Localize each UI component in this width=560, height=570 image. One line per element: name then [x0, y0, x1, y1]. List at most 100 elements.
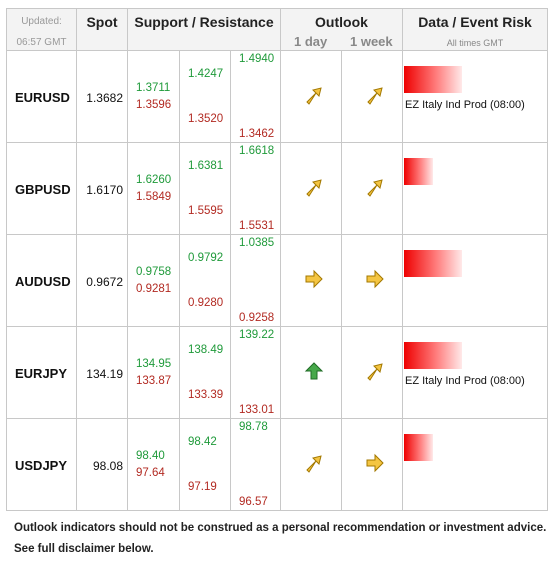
resistance-1: 134.95 — [136, 358, 172, 370]
spot-value: 1.6170 — [86, 183, 123, 197]
pair-cell: AUDUSD — [6, 234, 77, 327]
sr1-cell: 98.40 97.64 — [127, 418, 180, 511]
resistance-3: 139.22 — [239, 329, 275, 341]
outlook-day-cell — [280, 50, 342, 143]
support-3: 1.3462 — [239, 128, 275, 140]
support-2: 0.9280 — [188, 297, 224, 309]
pair-cell: GBPUSD — [6, 142, 77, 235]
resistance-2: 138.49 — [188, 344, 224, 356]
sr3-cell: 1.6618 1.5531 — [230, 142, 281, 235]
sr2-cell: 0.9792 0.9280 — [179, 234, 231, 327]
table-row: EURJPY 134.19 134.95 133.87 138.49 133.39 139.… — [6, 326, 548, 419]
outlook-week-cell — [341, 418, 403, 511]
arrow-up-right-icon — [303, 176, 325, 198]
spot-cell: 0.9672 — [76, 234, 128, 327]
arrow-up-right-icon — [364, 360, 386, 382]
resistance-2: 1.4247 — [188, 68, 224, 80]
outlook-day-cell — [280, 142, 342, 235]
arrow-up-right-icon — [364, 176, 386, 198]
support-2: 97.19 — [188, 481, 217, 493]
arrow-up-right-icon — [364, 84, 386, 106]
updated-time: 06:57 GMT — [16, 37, 67, 48]
pair-cell: USDJPY — [6, 418, 77, 511]
spot-cell: 134.19 — [76, 326, 128, 419]
sr1-cell: 134.95 133.87 — [127, 326, 180, 419]
spot-value: 0.9672 — [86, 275, 123, 289]
resistance-3: 1.0385 — [239, 237, 275, 249]
outlook-week-cell — [341, 326, 403, 419]
support-3: 1.5531 — [239, 220, 275, 232]
spot-header: Spot — [76, 8, 128, 51]
risk-cell — [402, 234, 548, 327]
outlook-header: Outlook 1 day 1 week — [280, 8, 403, 51]
spot-cell: 1.6170 — [76, 142, 128, 235]
sr2-cell: 1.4247 1.3520 — [179, 50, 231, 143]
resistance-3: 98.78 — [239, 421, 268, 433]
support-2: 133.39 — [188, 389, 224, 401]
table-row: GBPUSD 1.6170 1.6260 1.5849 1.6381 1.5595 1.66… — [6, 142, 548, 235]
support-1: 133.87 — [136, 375, 172, 387]
outlook-1week-label: 1 week — [350, 34, 393, 49]
arrow-up-right-icon — [303, 84, 325, 106]
outlook-week-cell — [341, 234, 403, 327]
risk-cell: EZ Italy Ind Prod (08:00) — [402, 326, 548, 419]
support-1: 0.9281 — [136, 283, 172, 295]
risk-bar — [404, 158, 433, 185]
pair-name: GBPUSD — [15, 182, 71, 197]
risk-header: Data / Event Risk All times GMT — [402, 8, 548, 51]
disclaimer-line2: See full disclaimer below. — [14, 543, 154, 555]
risk-cell: EZ Italy Ind Prod (08:00) — [402, 50, 548, 143]
risk-bar — [404, 250, 462, 277]
outlook-week-cell — [341, 50, 403, 143]
resistance-3: 1.6618 — [239, 145, 275, 157]
arrow-right-icon — [364, 452, 386, 474]
risk-bar — [404, 434, 433, 461]
disclaimer-line1: Outlook indicators should not be constru… — [14, 522, 547, 534]
support-1: 1.5849 — [136, 191, 172, 203]
sr-header: Support / Resistance — [127, 8, 281, 51]
sr1-cell: 0.9758 0.9281 — [127, 234, 180, 327]
updated-label: Updated: — [21, 16, 62, 27]
support-2: 1.3520 — [188, 113, 224, 125]
sr2-cell: 1.6381 1.5595 — [179, 142, 231, 235]
risk-bar — [404, 342, 462, 369]
table-row: USDJPY 98.08 98.40 97.64 98.42 97.19 98.78 96.5… — [6, 418, 548, 511]
sr3-cell: 98.78 96.57 — [230, 418, 281, 511]
spot-value: 134.19 — [86, 367, 123, 381]
outlook-day-cell — [280, 234, 342, 327]
support-1: 1.3596 — [136, 99, 172, 111]
outlook-week-cell — [341, 142, 403, 235]
outlook-day-cell — [280, 418, 342, 511]
pair-name: USDJPY — [15, 458, 68, 473]
sr1-cell: 1.3711 1.3596 — [127, 50, 180, 143]
resistance-2: 0.9792 — [188, 252, 224, 264]
pair-name: EURUSD — [15, 90, 70, 105]
resistance-1: 98.40 — [136, 450, 165, 462]
sr2-cell: 98.42 97.19 — [179, 418, 231, 511]
support-3: 96.57 — [239, 496, 268, 508]
support-3: 0.9258 — [239, 312, 275, 324]
arrow-right-icon — [364, 268, 386, 290]
spot-value: 1.3682 — [86, 91, 123, 105]
risk-subheader: All times GMT — [446, 38, 504, 48]
risk-cell — [402, 418, 548, 511]
resistance-2: 98.42 — [188, 436, 217, 448]
sr3-cell: 139.22 133.01 — [230, 326, 281, 419]
resistance-1: 1.6260 — [136, 174, 172, 186]
resistance-1: 0.9758 — [136, 266, 172, 278]
risk-cell — [402, 142, 548, 235]
pair-cell: EURUSD — [6, 50, 77, 143]
arrow-up-right-icon — [303, 452, 325, 474]
risk-bar — [404, 66, 462, 93]
spot-value: 98.08 — [92, 459, 123, 473]
event-text: EZ Italy Ind Prod (08:00) — [405, 99, 525, 111]
spot-cell: 98.08 — [76, 418, 128, 511]
table-body: EURUSD 1.3682 1.3711 1.3596 1.4247 1.3520 1.49… — [6, 50, 548, 511]
header-row: Updated: 06:57 GMT Spot Support / Resist… — [6, 8, 548, 51]
spot-cell: 1.3682 — [76, 50, 128, 143]
arrow-up-icon — [303, 360, 325, 382]
pair-name: AUDUSD — [15, 274, 71, 289]
sr3-cell: 1.4940 1.3462 — [230, 50, 281, 143]
resistance-2: 1.6381 — [188, 160, 224, 172]
